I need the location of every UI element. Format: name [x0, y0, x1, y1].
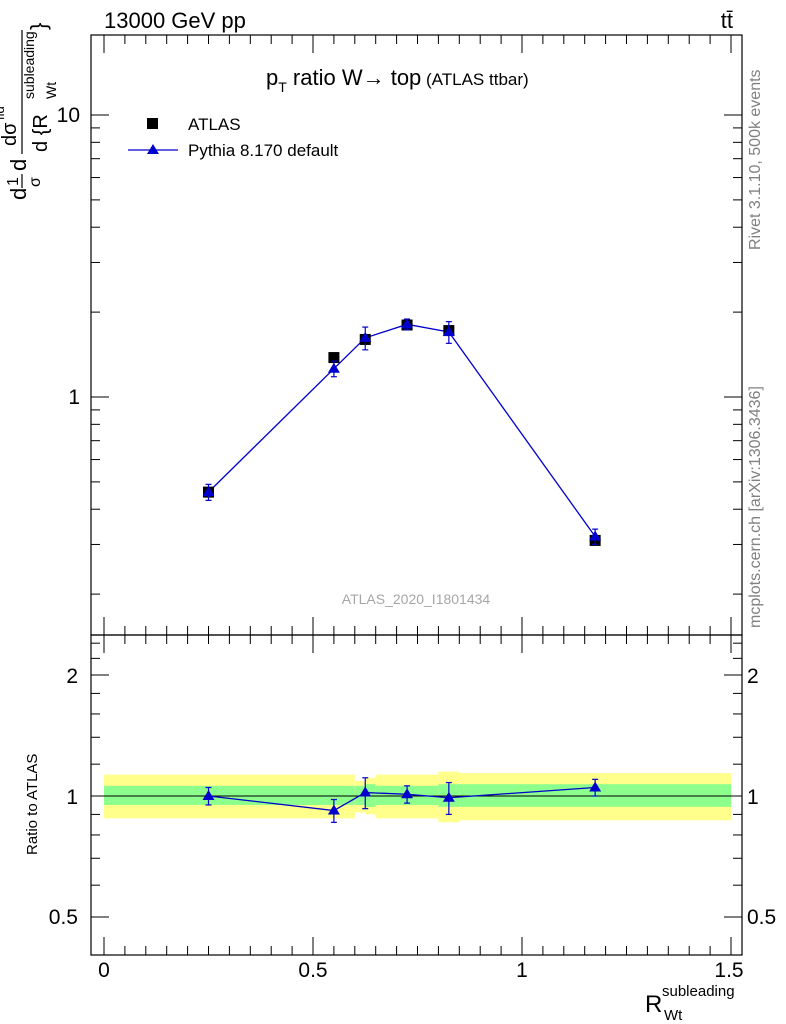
ratio-ytick-1: 1	[66, 786, 78, 809]
ratio-ytick-0.5-right: 0.5	[747, 906, 776, 929]
ratio-mc-point	[589, 781, 602, 792]
ratio-mc-point	[202, 790, 215, 800]
ratio-ytick-0.5: 0.5	[49, 906, 78, 929]
ratio-band-green	[104, 785, 355, 805]
ratio-uncertainty-bands	[104, 771, 731, 823]
xtick-label-0: 0	[98, 959, 110, 982]
ratio-y-axis-label: Ratio to ATLAS	[24, 754, 41, 855]
xtick-label-1.5: 1.5	[714, 959, 743, 982]
process-label: tt̄	[721, 8, 733, 33]
legend-mc-label: Pythia 8.170 default	[188, 141, 339, 160]
atlas-point	[328, 352, 340, 364]
ylabel-wt: Wt	[43, 82, 59, 99]
ratio-mc-point	[359, 786, 372, 797]
ylabel-sigma-den: σ	[27, 177, 44, 187]
ylabel-dsigma: dσ	[0, 122, 21, 146]
ratio-mc-point	[401, 788, 414, 799]
xtick-label-0.5: 0.5	[298, 959, 327, 982]
ylabel-one-over: 1	[5, 177, 22, 186]
energy-label: 13000 GeV pp	[104, 8, 246, 33]
legend-mc-marker	[147, 144, 159, 154]
ratio-panel-marks	[202, 777, 602, 823]
legend-atlas-label: ATLAS	[188, 115, 241, 134]
ratio-mc-line	[208, 786, 596, 812]
ytick-label-1: 1	[68, 386, 80, 409]
mc-point	[359, 331, 372, 342]
ratio-ytick-1-right: 1	[747, 786, 759, 809]
ratio-panel-ticks	[91, 635, 742, 955]
mcplots-side-label: mcplots.cern.ch [arXiv:1306.3436]	[747, 386, 764, 628]
main-panel-marks	[202, 318, 602, 546]
ratio-mc-point	[327, 804, 340, 815]
ratio-ytick-2-right: 2	[747, 665, 759, 688]
mc-point	[401, 318, 414, 329]
main-y-axis-label: d 1 σ d dσ fid d {R subleading Wt }	[0, 23, 59, 200]
mc-point	[327, 362, 340, 373]
ylabel-sup: subleading	[21, 31, 37, 99]
x-axis-label: R subleading Wt	[645, 983, 735, 1024]
xtick-label-1: 1	[516, 959, 528, 982]
ratio-ytick-2: 2	[66, 665, 78, 688]
xlabel-sub: Wt	[664, 1007, 683, 1024]
mc-point	[589, 530, 602, 541]
legend-atlas-marker	[147, 118, 158, 129]
ytick-label-10: 10	[57, 104, 80, 127]
legend: ATLAS Pythia 8.170 default	[128, 115, 339, 160]
ylabel-brace: }	[26, 23, 51, 30]
ylabel-d: d	[6, 188, 31, 200]
mc-point	[442, 326, 455, 337]
ratio-mc-point	[442, 791, 455, 802]
main-panel-ticks	[91, 35, 742, 635]
mc-point	[202, 486, 215, 497]
ylabel-var: d {R	[30, 114, 52, 152]
xlabel-sup: subleading	[662, 983, 735, 1000]
main-title: pT ratio W→ top (ATLAS ttbar)	[266, 65, 529, 95]
xlabel-R: R	[645, 991, 662, 1018]
mc-series-line	[208, 323, 596, 537]
rivet-side-label: Rivet 3.1.10, 500k events	[747, 69, 764, 250]
analysis-watermark: ATLAS_2020_I1801434	[342, 591, 491, 607]
ratio-panel-frame	[90, 634, 743, 956]
ylabel-d2: d	[6, 159, 31, 171]
ylabel-fid: fid	[0, 106, 7, 120]
